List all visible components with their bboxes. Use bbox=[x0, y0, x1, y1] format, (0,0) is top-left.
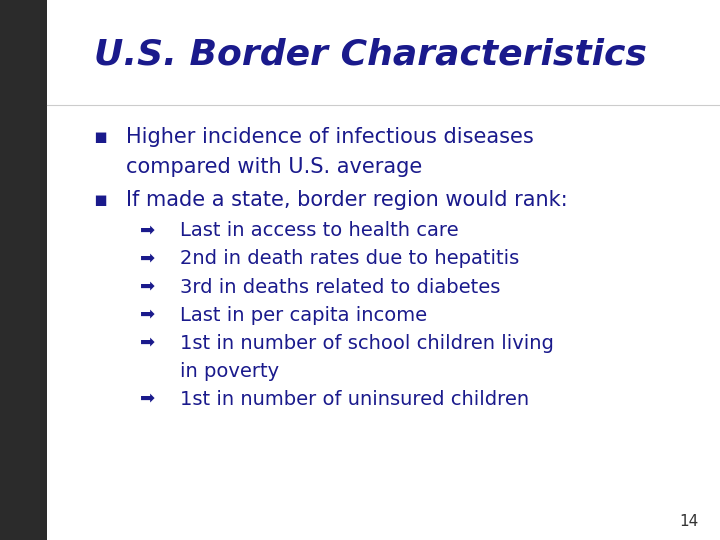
Text: Higher incidence of infectious diseases: Higher incidence of infectious diseases bbox=[126, 127, 534, 147]
Text: 2nd in death rates due to hepatitis: 2nd in death rates due to hepatitis bbox=[180, 249, 519, 268]
Text: 1st in number of uninsured children: 1st in number of uninsured children bbox=[180, 390, 529, 409]
Text: 3rd in deaths related to diabetes: 3rd in deaths related to diabetes bbox=[180, 278, 500, 296]
Text: ➡: ➡ bbox=[140, 249, 156, 267]
Text: Last in per capita income: Last in per capita income bbox=[180, 306, 427, 325]
Text: ➡: ➡ bbox=[140, 390, 156, 408]
Text: Last in access to health care: Last in access to health care bbox=[180, 221, 459, 240]
Text: ▪: ▪ bbox=[94, 127, 108, 147]
Text: If made a state, border region would rank:: If made a state, border region would ran… bbox=[126, 190, 567, 210]
Text: ➡: ➡ bbox=[140, 221, 156, 239]
Text: ➡: ➡ bbox=[140, 334, 156, 352]
Text: 14: 14 bbox=[679, 514, 698, 529]
Text: ➡: ➡ bbox=[140, 278, 156, 295]
Text: ➡: ➡ bbox=[140, 306, 156, 323]
Text: compared with U.S. average: compared with U.S. average bbox=[126, 157, 422, 177]
Text: in poverty: in poverty bbox=[180, 362, 279, 381]
Text: 1st in number of school children living: 1st in number of school children living bbox=[180, 334, 554, 353]
FancyBboxPatch shape bbox=[0, 0, 47, 540]
Text: ▪: ▪ bbox=[94, 190, 108, 210]
Text: U.S. Border Characteristics: U.S. Border Characteristics bbox=[94, 38, 647, 72]
